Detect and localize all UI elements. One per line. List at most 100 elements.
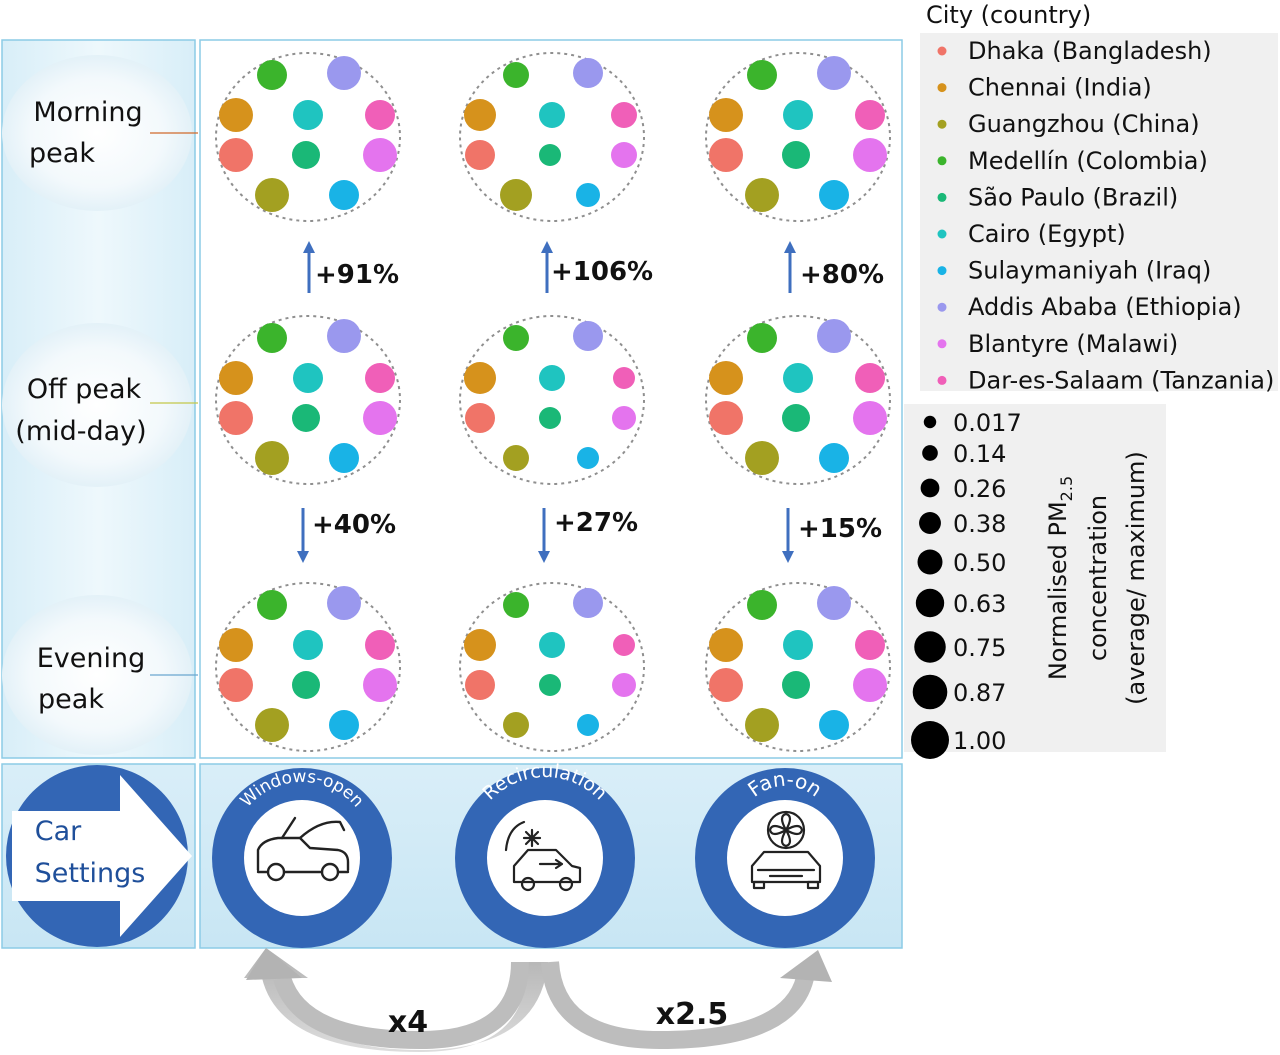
change-label: +106% (551, 257, 653, 287)
city-dot (611, 142, 637, 168)
row-label-morning: Morning peak (2, 55, 198, 211)
city-dot (257, 60, 287, 90)
city-dot (219, 98, 253, 132)
city-dot (783, 630, 813, 660)
change-label: +27% (554, 508, 638, 538)
city-dot (747, 590, 777, 620)
size-legend-title-line2: concentration (1084, 495, 1112, 661)
city-dot (257, 590, 287, 620)
city-dot (709, 361, 743, 395)
city-legend-label: Blantyre (Malawi) (968, 330, 1178, 358)
city-dot (745, 441, 779, 475)
row-label-evening: Evening peak (2, 595, 198, 755)
convertible-car-icon (256, 816, 350, 882)
scenario-oval (215, 52, 401, 222)
row-label-line2: (mid-day) (15, 416, 146, 447)
city-legend-label: Cairo (Egypt) (968, 220, 1126, 248)
city-dot (363, 138, 397, 172)
city-dot (817, 586, 851, 620)
row-label-line2: peak (29, 138, 95, 169)
city-dot (219, 668, 253, 702)
city-legend-label: Guangzhou (China) (968, 110, 1200, 138)
city-legend-swatch (937, 156, 947, 166)
scenario-oval (215, 315, 401, 485)
city-dot (819, 443, 849, 473)
city-dot (255, 708, 289, 742)
city-dot (855, 100, 885, 130)
scenario-ovals (215, 52, 891, 752)
recirculation-car-icon (504, 820, 582, 892)
city-legend-label: Medellín (Colombia) (968, 147, 1208, 175)
size-legend-title-line1: Normalised PM2.5 (1044, 476, 1076, 680)
city-dot (327, 586, 361, 620)
size-legend-label: 1.00 (953, 727, 1006, 755)
city-dot (465, 140, 495, 170)
city-dot (709, 98, 743, 132)
change-arrows: +91% +106% +80% +40% +27% +15% (297, 241, 884, 563)
city-dot (783, 100, 813, 130)
city-dot (819, 710, 849, 740)
city-dot (782, 404, 810, 432)
city-dot (465, 670, 495, 700)
city-dot (539, 407, 561, 429)
city-dot (503, 325, 529, 351)
city-dot (293, 100, 323, 130)
city-dot (539, 632, 565, 658)
size-legend-label: 0.63 (953, 590, 1006, 618)
city-dot (709, 628, 743, 662)
city-dot (329, 443, 359, 473)
size-legend-circle (922, 445, 938, 461)
row-label-line1: Off peak (27, 374, 142, 405)
city-legend-label: Sulaymaniyah (Iraq) (968, 257, 1211, 285)
scenario-oval (705, 582, 891, 752)
city-dot (257, 323, 287, 353)
scenario-oval (459, 52, 645, 222)
city-dot (745, 708, 779, 742)
city-dot (747, 60, 777, 90)
city-dot (573, 58, 603, 88)
car-settings-line1: Car (35, 816, 82, 847)
city-dot (745, 178, 779, 212)
city-dot (293, 630, 323, 660)
row-label-offpeak: Off peak (mid-day) (2, 323, 198, 487)
city-dot (539, 365, 565, 391)
city-dot (709, 401, 743, 435)
city-dot (539, 144, 561, 166)
size-legend-circle (912, 674, 948, 710)
city-dot (329, 710, 359, 740)
city-dot (329, 180, 359, 210)
city-dot (573, 321, 603, 351)
city-dot (255, 178, 289, 212)
size-legend-label: 0.75 (953, 634, 1006, 662)
size-legend-circle (915, 588, 945, 618)
change-label: +91% (315, 260, 399, 290)
size-legend-circle (911, 721, 949, 759)
city-dot (292, 141, 320, 169)
city-dot (612, 406, 636, 430)
scenario-oval (459, 582, 645, 752)
size-legend-circle (923, 415, 937, 429)
city-dot (747, 323, 777, 353)
city-legend-label: Addis Ababa (Ethiopia) (968, 293, 1242, 321)
city-dot (503, 62, 529, 88)
city-dot (500, 179, 532, 211)
multiplier-label: x2.5 (656, 997, 729, 1032)
city-dot (363, 668, 397, 702)
car-settings-badge: Car Settings (6, 765, 192, 947)
change-label: +80% (800, 260, 884, 290)
city-dot (573, 588, 603, 618)
city-dot (292, 671, 320, 699)
car-settings-line2: Settings (35, 858, 146, 889)
city-legend-swatch (937, 192, 947, 202)
city-dot (853, 401, 887, 435)
city-dot (365, 630, 395, 660)
city-dot (464, 362, 496, 394)
city-dot (577, 714, 599, 736)
scenario-oval (705, 315, 891, 485)
scenario-oval (215, 582, 401, 752)
city-dot (817, 319, 851, 353)
size-legend-title-line3: (average/ maximum) (1122, 451, 1150, 705)
city-legend: City (country) Dhaka (Bangladesh) Chennai… (920, 1, 1278, 394)
city-dot (219, 138, 253, 172)
city-legend-label: Chennai (India) (968, 74, 1152, 102)
